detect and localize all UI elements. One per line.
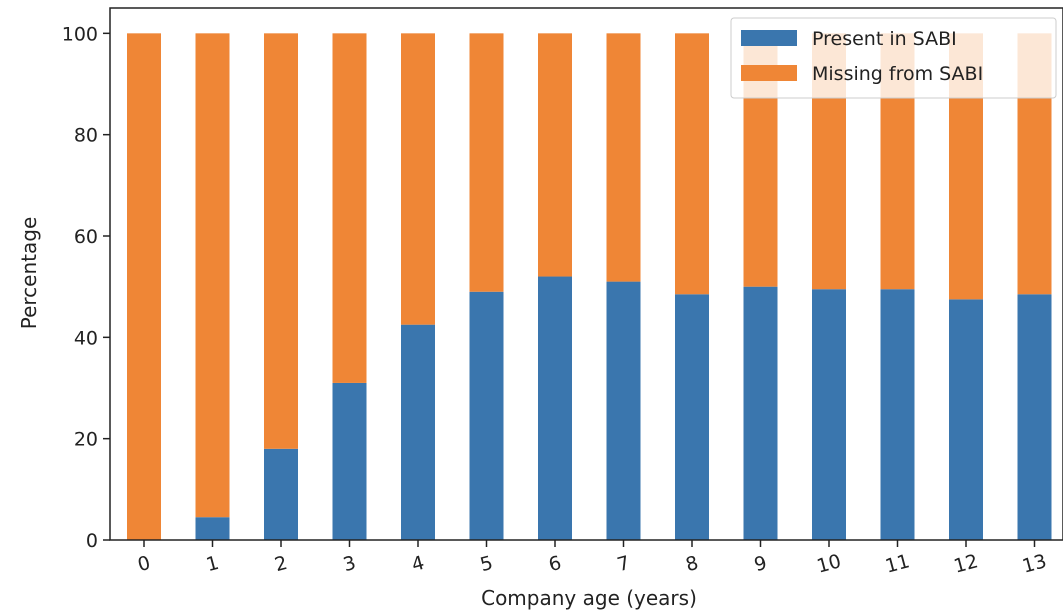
x-tick-label: 9 (752, 552, 769, 576)
x-tick-label: 5 (478, 552, 495, 576)
bar-present-5 (469, 291, 504, 540)
x-tick-label: 6 (546, 552, 563, 576)
legend-label: Missing from SABI (812, 63, 983, 85)
y-tick-label: 20 (74, 429, 98, 451)
bar-present-6 (538, 276, 572, 540)
x-axis-label: Company age (years) (481, 586, 697, 610)
legend-swatch (741, 65, 797, 81)
legend-swatch (741, 30, 797, 46)
x-tick-label: 7 (615, 552, 632, 576)
bar-missing-3 (332, 33, 367, 383)
bar-present-11 (880, 289, 915, 540)
bar-present-7 (606, 281, 641, 540)
x-tick-label: 11 (883, 550, 912, 578)
legend-label: Present in SABI (812, 28, 957, 50)
bar-missing-0 (127, 33, 161, 540)
bar-present-10 (812, 289, 846, 540)
x-tick-label: 8 (683, 552, 700, 576)
y-tick-label: 0 (86, 530, 98, 552)
bar-present-8 (675, 294, 709, 540)
x-tick-label: 4 (409, 552, 426, 576)
bars-layer (127, 33, 1052, 540)
legend: Present in SABI Missing from SABI (730, 17, 1057, 99)
x-tick-label: 0 (135, 552, 152, 576)
x-tick-label: 1 (204, 552, 221, 576)
x-tick-label: 3 (341, 552, 358, 576)
bar-missing-2 (264, 33, 298, 449)
bar-missing-6 (538, 33, 572, 277)
y-tick-label: 60 (74, 226, 98, 248)
legend-box (730, 17, 1057, 99)
bar-missing-4 (401, 33, 435, 325)
bar-missing-1 (195, 33, 230, 518)
y-tick-label: 80 (74, 125, 98, 147)
bar-present-1 (195, 517, 230, 540)
bar-present-4 (401, 324, 435, 540)
x-tick-label: 12 (951, 550, 980, 578)
bar-missing-8 (675, 33, 709, 295)
bar-missing-7 (606, 33, 641, 282)
bar-present-2 (264, 448, 298, 540)
y-axis-label: Percentage (17, 217, 41, 330)
x-tick-label: 2 (272, 552, 289, 576)
x-tick-label: 13 (1020, 550, 1049, 578)
bar-present-9 (743, 286, 778, 540)
y-tick-label: 100 (62, 23, 98, 45)
bar-present-3 (332, 382, 367, 540)
bar-present-12 (949, 299, 983, 540)
y-tick-label: 40 (74, 327, 98, 349)
bar-missing-5 (469, 33, 504, 292)
bar-present-13 (1017, 294, 1052, 540)
plot-frame (109, 7, 1063, 541)
x-tick-label: 10 (814, 550, 843, 578)
